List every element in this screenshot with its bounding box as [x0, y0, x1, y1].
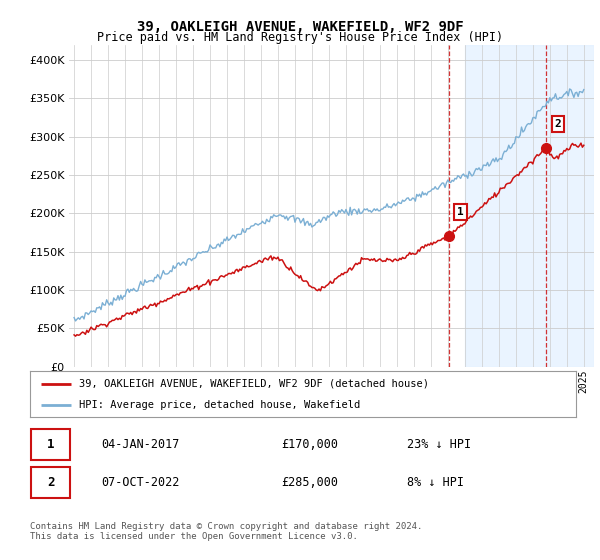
Text: 2: 2	[554, 119, 561, 129]
FancyBboxPatch shape	[31, 430, 70, 460]
Text: Contains HM Land Registry data © Crown copyright and database right 2024.
This d: Contains HM Land Registry data © Crown c…	[30, 522, 422, 542]
Text: 04-JAN-2017: 04-JAN-2017	[101, 438, 179, 451]
Bar	[465, 45, 594, 367]
Text: 2: 2	[47, 475, 55, 488]
Text: 07-OCT-2022: 07-OCT-2022	[101, 475, 179, 488]
Text: Price paid vs. HM Land Registry's House Price Index (HPI): Price paid vs. HM Land Registry's House …	[97, 31, 503, 44]
Text: 8% ↓ HPI: 8% ↓ HPI	[407, 475, 464, 488]
Text: 1: 1	[457, 207, 464, 217]
Text: £285,000: £285,000	[281, 475, 338, 488]
Text: 39, OAKLEIGH AVENUE, WAKEFIELD, WF2 9DF (detached house): 39, OAKLEIGH AVENUE, WAKEFIELD, WF2 9DF …	[79, 379, 429, 389]
FancyBboxPatch shape	[31, 466, 70, 497]
Text: 1: 1	[47, 438, 55, 451]
Text: 39, OAKLEIGH AVENUE, WAKEFIELD, WF2 9DF: 39, OAKLEIGH AVENUE, WAKEFIELD, WF2 9DF	[137, 20, 463, 34]
Text: HPI: Average price, detached house, Wakefield: HPI: Average price, detached house, Wake…	[79, 400, 361, 410]
Text: £170,000: £170,000	[281, 438, 338, 451]
Text: 23% ↓ HPI: 23% ↓ HPI	[407, 438, 471, 451]
